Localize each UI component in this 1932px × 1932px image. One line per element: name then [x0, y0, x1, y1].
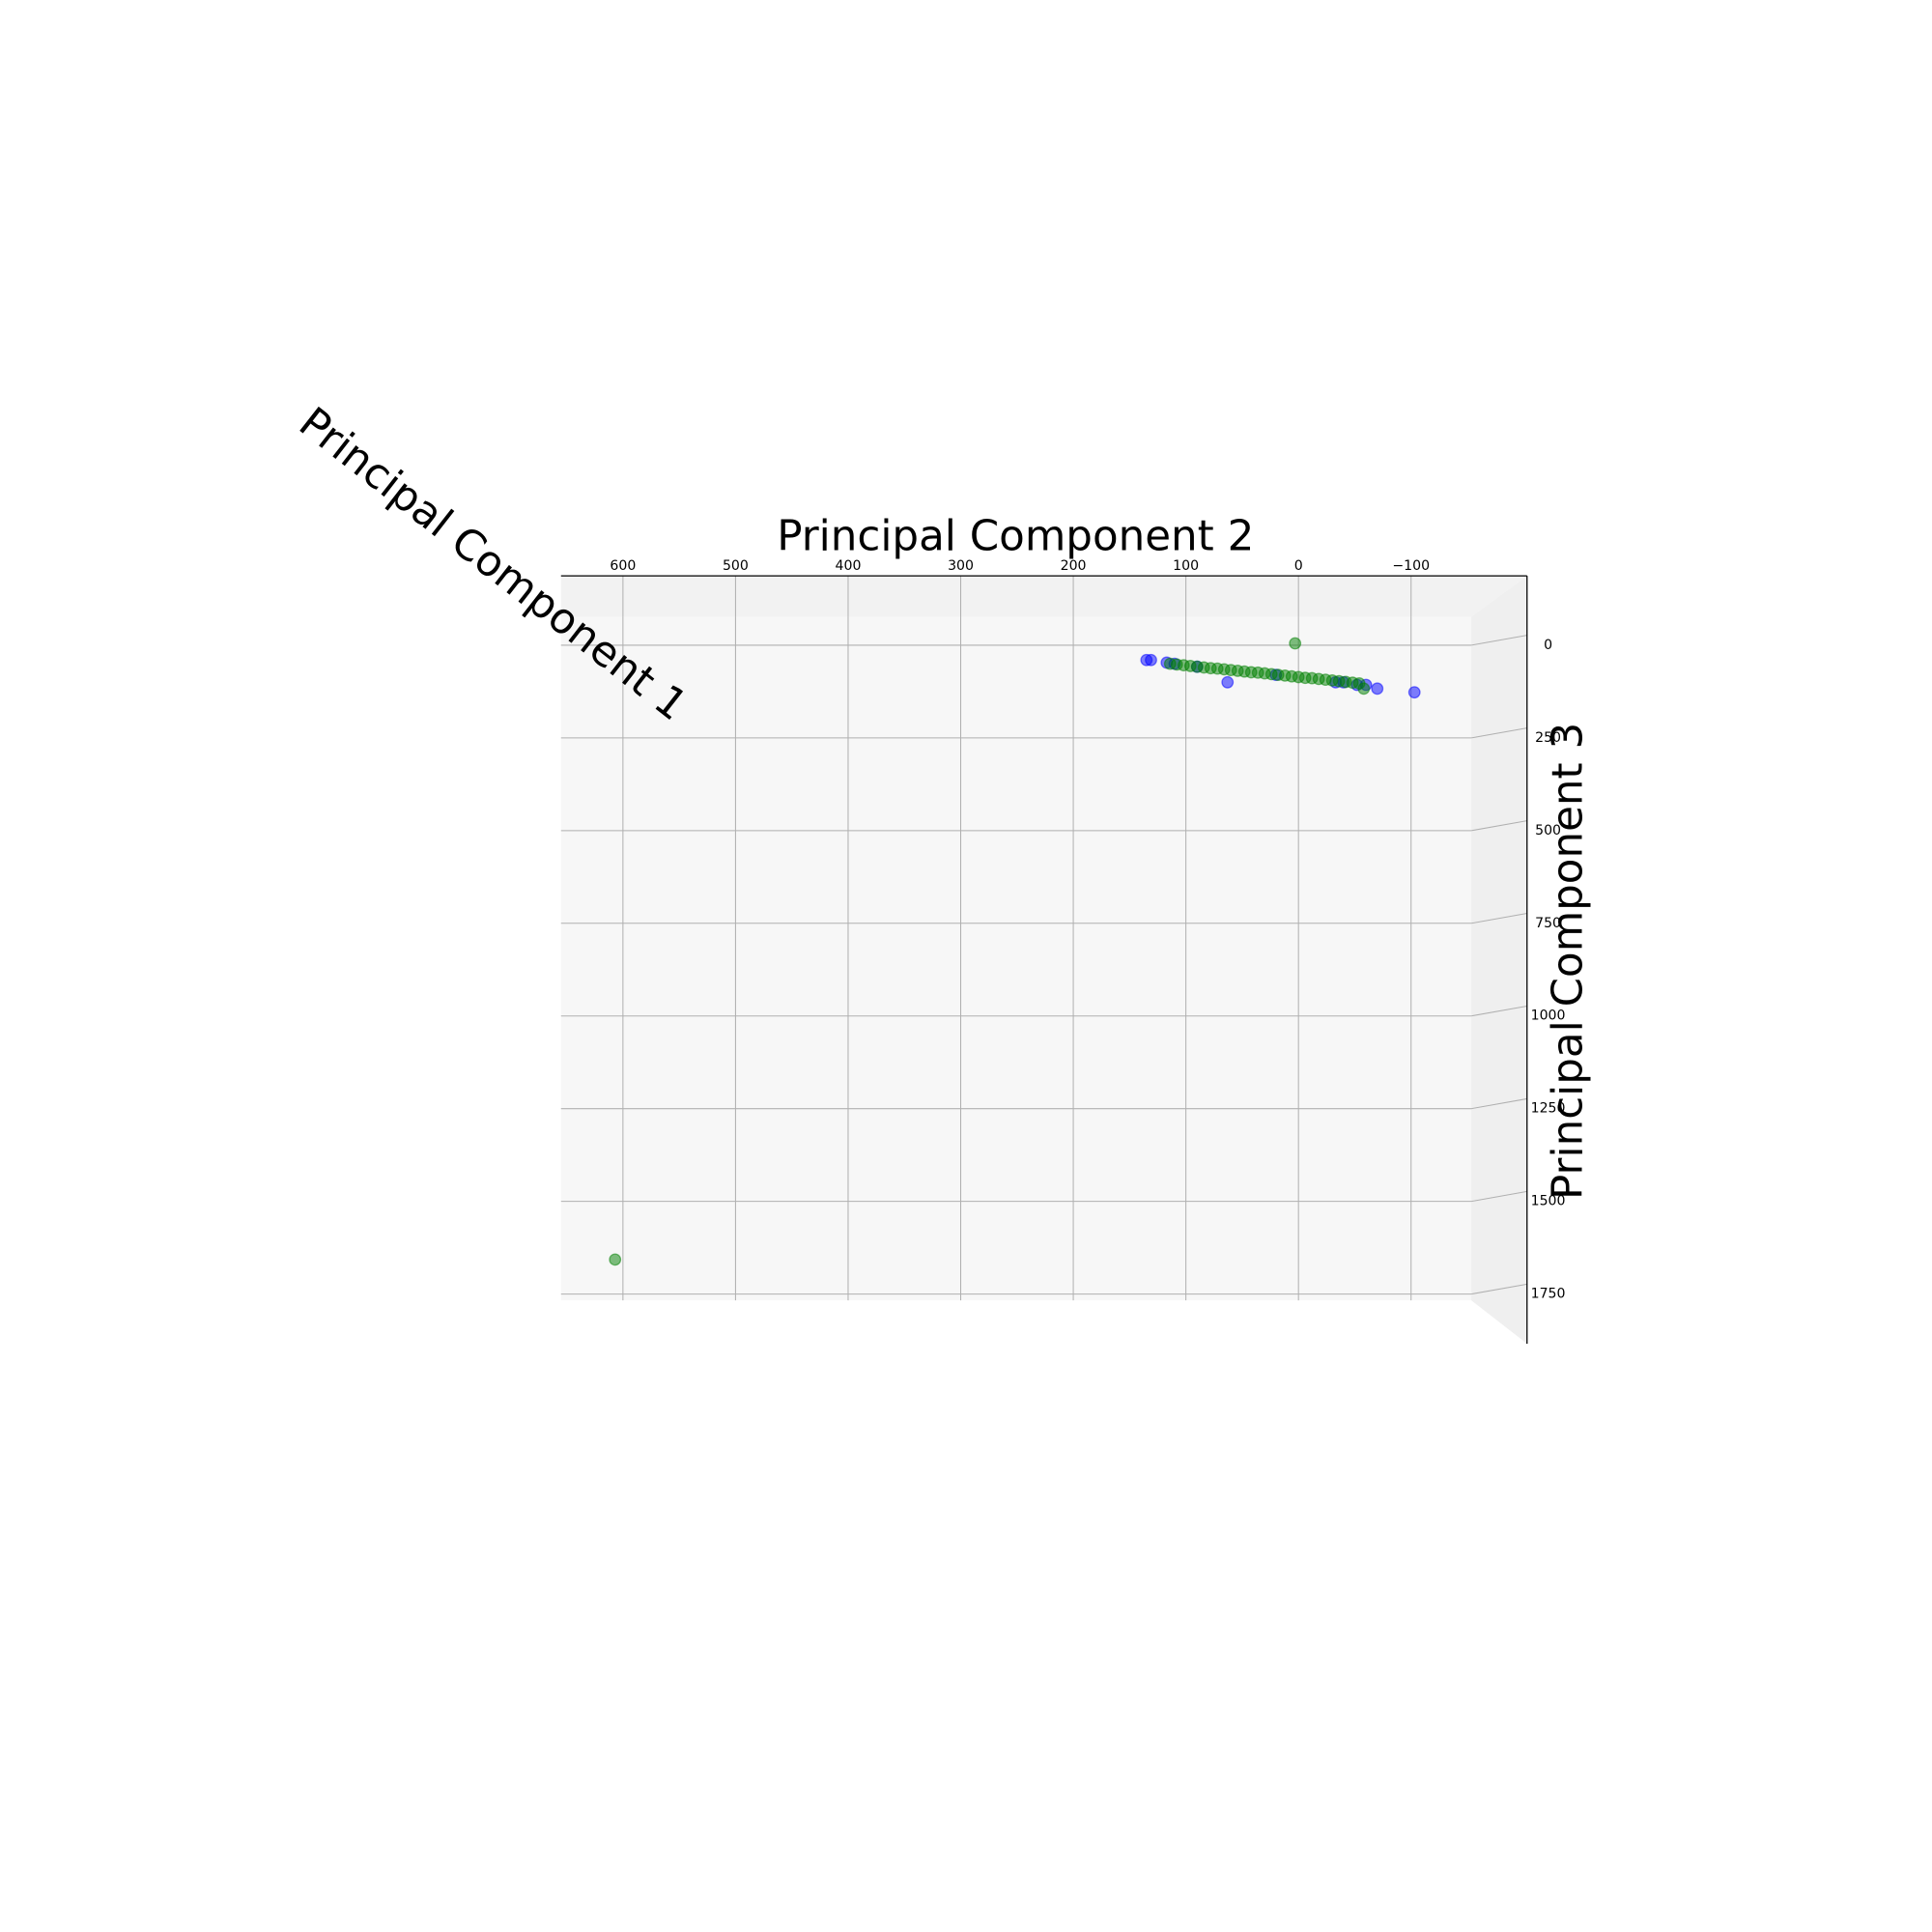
tick-mark — [1470, 727, 1527, 739]
marks — [609, 637, 1421, 1266]
x-tick-label: −100 — [1392, 558, 1430, 574]
x-tick-label: 200 — [1061, 558, 1087, 574]
side-pane — [1471, 576, 1527, 1345]
tick-mark — [1470, 1283, 1527, 1295]
point — [1221, 675, 1235, 689]
x-tick-label: 500 — [723, 558, 749, 574]
x-tick-label: 0 — [1294, 558, 1303, 574]
x-tick-label: 600 — [610, 558, 636, 574]
y-tick-label: 500 — [1535, 823, 1561, 838]
back-pane — [560, 616, 1472, 1301]
tick-mark — [1470, 913, 1527, 924]
tick-mark — [1470, 1097, 1527, 1110]
tick-mark — [1470, 820, 1527, 832]
y-tick-label: 1500 — [1531, 1194, 1566, 1209]
y-tick-label: 750 — [1535, 916, 1561, 931]
y-tick-label: 1750 — [1531, 1287, 1566, 1302]
point — [609, 1253, 622, 1266]
tick-mark — [1470, 635, 1527, 646]
y-tick-label: 1250 — [1531, 1101, 1566, 1117]
x-tick-label: 400 — [836, 558, 862, 574]
point — [1352, 677, 1366, 690]
x-tick-label: 100 — [1173, 558, 1199, 574]
point — [1289, 637, 1302, 650]
point — [1407, 686, 1421, 699]
labels: 600 500 400 300 200 100 0 −10002505007501000125… — [610, 558, 1565, 1302]
y-tick-label: 250 — [1535, 730, 1561, 746]
tick-mark — [1470, 1190, 1527, 1203]
point — [1145, 653, 1157, 667]
top-pane — [560, 576, 1527, 617]
x-axis-label: Principal Component 2 — [777, 513, 1254, 561]
point — [1371, 682, 1384, 696]
y-tick-label: 1000 — [1531, 1009, 1566, 1024]
grid — [560, 576, 1527, 1301]
x-tick-label: 300 — [948, 558, 974, 574]
y-tick-label: 0 — [1544, 638, 1552, 653]
y-axis-label: Principal Component 3 — [1545, 723, 1593, 1200]
tick-mark — [1470, 1005, 1527, 1017]
